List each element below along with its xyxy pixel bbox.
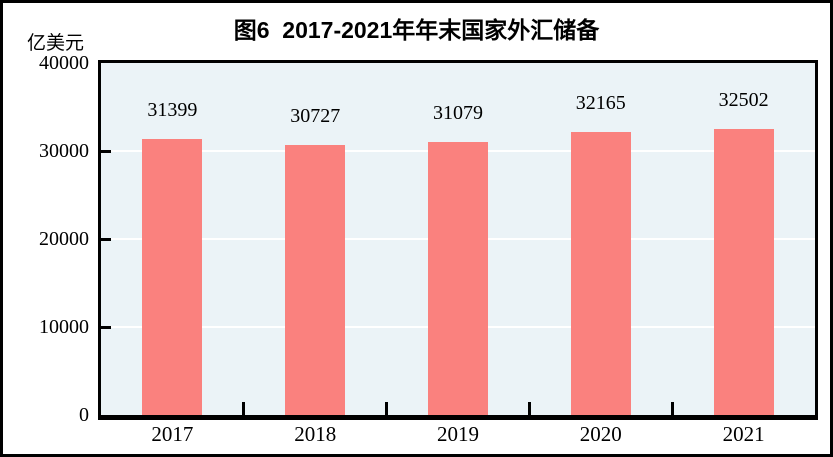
bar-2018 xyxy=(285,144,346,415)
x-tick-label-2020: 2020 xyxy=(579,422,622,446)
bar-value-label-2017: 31399 xyxy=(147,98,198,121)
y-tick-30000 xyxy=(101,149,111,153)
y-tick-label-30000: 30000 xyxy=(39,140,89,162)
y-tick-10000 xyxy=(101,325,111,329)
bar-2021 xyxy=(713,128,774,415)
y-tick-label-0: 0 xyxy=(79,404,89,426)
y-tick-label-10000: 10000 xyxy=(39,316,89,338)
bar-2017 xyxy=(142,138,203,415)
plot-area: 31399 30727 31079 32165 32502 xyxy=(98,60,818,420)
bar-value-label-2020: 32165 xyxy=(575,91,626,114)
x-tick-3 xyxy=(527,402,531,415)
x-tick-label-2017: 2017 xyxy=(151,422,194,446)
x-tick-label-2021: 2021 xyxy=(722,422,765,446)
chart-title: 图6 2017-2021年年末国家外汇储备 xyxy=(233,17,600,43)
y-tick-label-40000: 40000 xyxy=(39,52,89,74)
y-axis-unit-label: 亿美元 xyxy=(27,33,85,54)
y-tick-label-20000: 20000 xyxy=(39,228,89,250)
x-tick-1 xyxy=(242,402,246,415)
bar-2019 xyxy=(428,141,488,415)
x-tick-label-2019: 2019 xyxy=(437,422,479,446)
x-tick-label-2018: 2018 xyxy=(294,422,337,446)
bar-value-label-2018: 30727 xyxy=(290,104,341,127)
bar-2020 xyxy=(570,131,631,415)
bar-value-label-2019: 31079 xyxy=(433,101,483,124)
y-tick-20000 xyxy=(101,237,111,241)
x-tick-4 xyxy=(670,402,674,415)
x-tick-2 xyxy=(385,402,389,415)
bar-value-label-2021: 32502 xyxy=(718,88,769,111)
